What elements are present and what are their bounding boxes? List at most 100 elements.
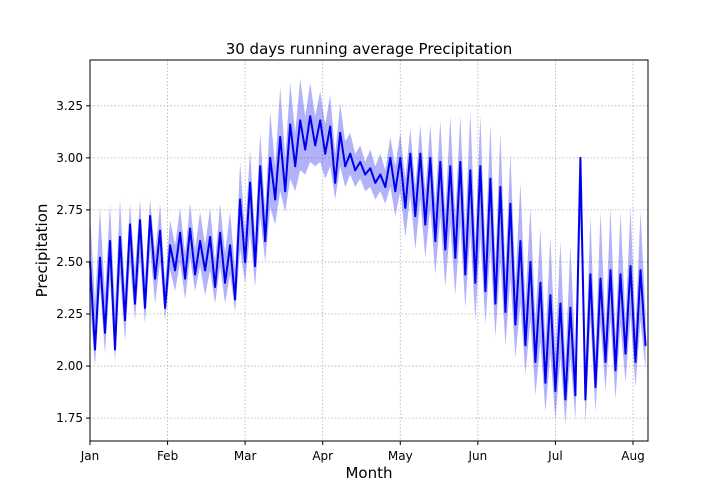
data-point <box>634 360 637 363</box>
data-point <box>99 256 101 259</box>
data-point <box>579 156 582 159</box>
data-point <box>289 123 292 126</box>
data-point <box>414 215 417 218</box>
confidence-band-layer <box>90 78 646 425</box>
data-point <box>299 119 302 122</box>
data-point <box>494 302 497 305</box>
data-point <box>319 119 322 122</box>
data-point <box>549 294 552 297</box>
chart-title: 30 days running average Precipitation <box>226 40 513 58</box>
data-point <box>379 173 382 176</box>
x-tick-label: Jun <box>467 449 487 463</box>
data-point <box>304 148 307 151</box>
data-point <box>294 165 297 168</box>
data-point <box>144 306 146 309</box>
x-tick-label: May <box>388 449 413 463</box>
data-point <box>389 156 392 159</box>
y-tick-label: 2.50 <box>56 255 83 269</box>
data-point <box>584 398 587 401</box>
data-point <box>394 190 397 193</box>
data-point <box>459 161 462 163</box>
data-point <box>594 385 597 388</box>
data-point <box>624 352 627 355</box>
x-axis-ticks: Jan Feb Mar Apr May Jun Jul Aug <box>80 441 645 463</box>
data-point <box>444 248 447 251</box>
x-tick-label: Jan <box>80 449 100 463</box>
data-point <box>349 152 352 155</box>
data-point <box>524 344 527 347</box>
data-point <box>229 244 232 247</box>
data-point <box>469 169 472 172</box>
data-point <box>364 173 367 176</box>
data-point <box>564 398 567 401</box>
data-point <box>539 281 542 284</box>
data-point <box>269 156 272 159</box>
data-point <box>334 181 337 184</box>
data-point <box>439 161 442 163</box>
data-point <box>604 360 607 363</box>
data-point <box>309 115 312 118</box>
confidence-band <box>90 78 646 425</box>
data-point <box>139 219 141 222</box>
data-point <box>409 152 412 155</box>
data-point <box>199 240 202 243</box>
data-point <box>599 277 602 280</box>
data-point <box>279 136 282 138</box>
data-point <box>399 156 402 159</box>
precipitation-line <box>89 115 647 401</box>
data-point <box>259 165 262 168</box>
y-axis-label: Precipitation <box>33 204 51 298</box>
x-tick-label: Aug <box>621 449 644 463</box>
data-point <box>224 281 227 284</box>
data-point <box>209 236 212 238</box>
data-point <box>629 265 632 268</box>
data-point <box>404 206 407 209</box>
data-point <box>119 236 121 238</box>
y-tick-label: 3.25 <box>56 99 83 113</box>
data-point <box>329 125 332 128</box>
data-point <box>264 240 267 243</box>
data-point <box>249 181 252 184</box>
data-point <box>369 167 372 170</box>
data-point <box>449 165 452 168</box>
data-point <box>314 144 317 147</box>
data-point <box>484 290 487 293</box>
data-point <box>274 198 277 201</box>
data-point <box>644 344 647 347</box>
data-point <box>559 302 562 305</box>
x-tick-label: Apr <box>312 449 333 463</box>
data-point <box>429 156 432 159</box>
data-point <box>254 265 257 268</box>
data-point <box>434 240 437 243</box>
data-point <box>609 269 612 272</box>
x-tick-label: Feb <box>157 449 178 463</box>
data-point <box>324 152 327 155</box>
data-point <box>424 223 427 226</box>
x-tick-label: Jul <box>547 449 562 463</box>
data-point <box>159 229 162 232</box>
data-point <box>359 161 362 163</box>
data-point <box>239 198 242 201</box>
data-point <box>504 310 507 313</box>
data-point <box>94 348 96 351</box>
data-point <box>614 369 617 372</box>
data-point <box>534 360 537 363</box>
y-tick-label: 2.25 <box>56 307 83 321</box>
data-point <box>464 273 467 276</box>
data-point <box>169 244 172 247</box>
data-point <box>344 165 347 168</box>
data-point <box>354 169 357 172</box>
data-point <box>519 240 522 243</box>
data-point <box>134 302 136 305</box>
data-point <box>589 273 592 276</box>
y-tick-label: 2.00 <box>56 359 83 373</box>
grid-lines <box>89 60 648 441</box>
data-point <box>124 319 126 322</box>
data-point <box>514 323 517 326</box>
data-point <box>474 281 477 284</box>
plot-frame <box>89 59 649 442</box>
data-point <box>174 269 177 272</box>
data-point <box>104 331 106 334</box>
data-point <box>544 381 547 384</box>
data-point <box>454 256 457 259</box>
